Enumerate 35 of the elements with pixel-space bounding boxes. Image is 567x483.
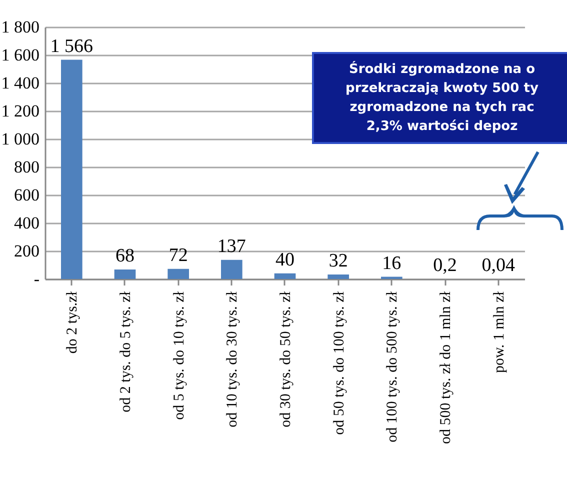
callout-box: Środki zgromadzone na o przekraczają kwoty 500 ty zgromadzone na tych rac 2,3% wartości depoz — [312, 52, 567, 144]
x-tick-label: od 30 tys. do 50 tys. zł — [278, 290, 294, 428]
data-label: 40 — [276, 249, 294, 270]
x-tick-label: od 5 tys. do 10 tys. zł — [171, 290, 188, 420]
x-tick-label: od 100 tys. do 500 tys. zł — [384, 290, 401, 442]
y-tick-label: 400 — [14, 214, 40, 232]
y-tick-label: 800 — [14, 158, 40, 176]
x-tick-label: od 10 tys. do 30 tys. zł — [224, 290, 241, 428]
bar — [328, 274, 349, 279]
data-label: 1 566 — [50, 36, 94, 57]
x-tick-label: pow. 1 mln zł — [491, 290, 508, 374]
x-tick-label: od 2 tys. do 5 tys. zł — [118, 290, 134, 412]
y-tick-label: 1 800 — [1, 18, 40, 36]
y-tick-label: 600 — [14, 186, 40, 204]
data-label: 32 — [328, 250, 348, 272]
y-tick-label: 200 — [14, 242, 40, 260]
data-label: 72 — [168, 244, 188, 266]
data-label: 68 — [116, 245, 134, 266]
bar — [168, 268, 189, 279]
bar — [114, 269, 136, 279]
bar — [221, 260, 242, 279]
y-tick-label: 1 200 — [1, 102, 40, 120]
x-tick-label: od 50 tys. do 100 tys. zł — [331, 290, 348, 435]
bar — [274, 273, 296, 279]
data-label: 0,2 — [433, 254, 457, 276]
y-tick-label: - — [34, 270, 40, 288]
x-tick-label: do 2 tys.zł — [64, 290, 81, 354]
y-tick-label: 1 000 — [1, 130, 40, 148]
data-label: 0,04 — [482, 254, 516, 276]
data-label: 16 — [382, 252, 402, 274]
y-tick-label: 1 400 — [1, 74, 40, 92]
bar — [61, 60, 82, 279]
y-tick-label: 1 600 — [1, 46, 40, 64]
x-tick-label: od 500 tys. zł do 1 mln zł — [438, 290, 454, 444]
data-label: 137 — [217, 236, 246, 257]
